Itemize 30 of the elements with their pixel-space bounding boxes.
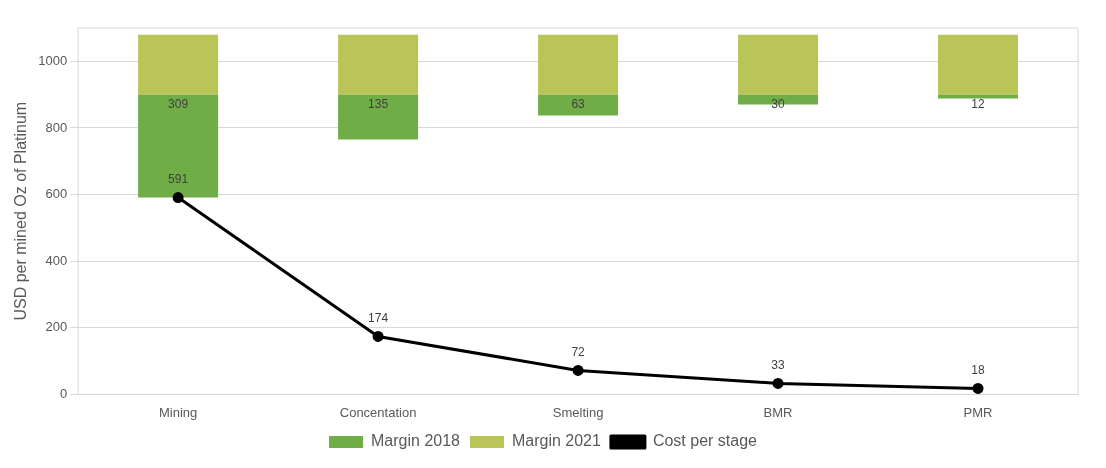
point: [972, 382, 984, 394]
data-label: 72: [571, 344, 586, 359]
data-label: 174: [368, 310, 389, 325]
point: [372, 330, 384, 342]
y-tick-label: 0: [59, 385, 68, 401]
x-tick-label: Smelting: [552, 404, 604, 420]
data-label: 591: [168, 171, 189, 186]
point: [772, 377, 784, 389]
data-label: 30: [771, 96, 786, 111]
y-tick-label: 400: [45, 252, 68, 268]
y-tick-label: 1000: [38, 52, 68, 68]
data-label: 12: [971, 96, 986, 111]
data-label: 33: [771, 357, 786, 372]
x-tick-label: BMR: [763, 404, 793, 420]
data-label: 309: [168, 96, 189, 111]
y-tick-label: 200: [45, 319, 68, 335]
y-axis-title: USD per mined Oz of Platinum: [12, 101, 30, 321]
y-tick-label: 600: [45, 186, 68, 202]
data-label: 63: [571, 96, 586, 111]
y-tick-label: 800: [45, 119, 68, 135]
x-tick-label: Concentation: [339, 404, 417, 420]
data-label: 18: [971, 362, 986, 377]
point: [572, 364, 584, 376]
data-label: 135: [368, 96, 389, 111]
legend-label: Margin 2018: [371, 432, 461, 450]
x-tick-label: Mining: [158, 404, 198, 420]
legend-label: Cost per stage: [652, 432, 758, 450]
point: [172, 192, 184, 204]
legend-label: Margin 2021: [511, 432, 602, 450]
x-tick-label: PMR: [963, 404, 993, 420]
